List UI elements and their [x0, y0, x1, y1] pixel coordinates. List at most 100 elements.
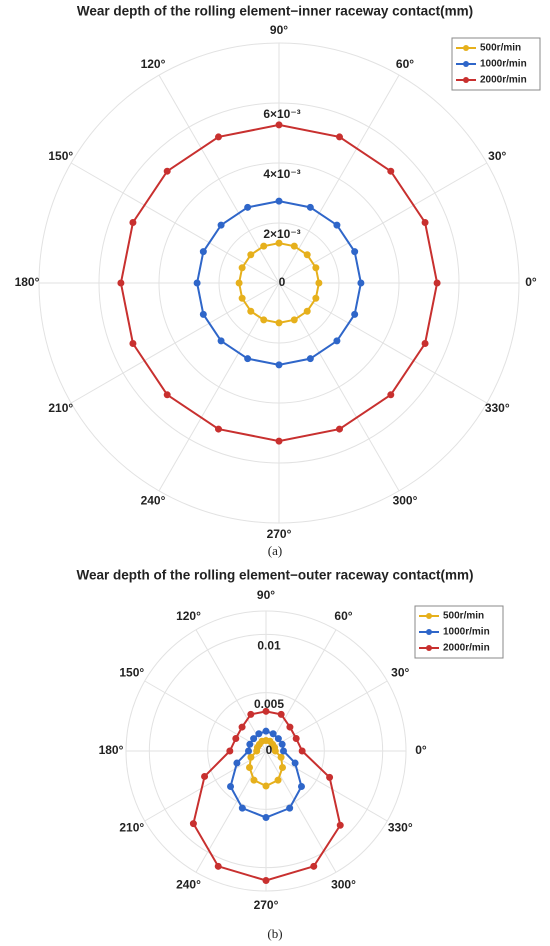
chart-title: Wear depth of the rolling element−inner … — [77, 4, 473, 19]
radial-tick-label: 0.01 — [257, 639, 281, 653]
angle-tick-label: 270° — [254, 898, 279, 912]
angle-grid-line — [195, 750, 267, 873]
data-point — [253, 747, 261, 755]
data-point — [269, 730, 277, 738]
radial-grid-line — [148, 633, 384, 869]
data-point — [199, 310, 207, 318]
data-point — [117, 279, 125, 287]
data-point — [227, 782, 235, 790]
data-point — [262, 877, 270, 884]
angle-tick-label: 330° — [388, 821, 413, 835]
data-point — [275, 239, 283, 247]
legend-label: 2000r/min — [443, 643, 490, 654]
data-point — [246, 740, 254, 748]
data-point — [247, 307, 255, 315]
legend-label: 1000r/min — [443, 627, 490, 638]
data-point — [312, 294, 320, 302]
data-point — [199, 248, 207, 256]
radial-grid-line — [207, 692, 325, 810]
data-point — [214, 862, 222, 870]
data-point — [260, 242, 268, 250]
data-point — [286, 723, 294, 731]
data-point — [193, 279, 201, 287]
angle-tick-label: 60° — [334, 609, 352, 623]
angle-tick-label: 30° — [391, 666, 409, 680]
radial-grid-line — [158, 162, 400, 404]
data-point — [244, 355, 252, 363]
data-point — [247, 251, 255, 259]
angle-tick-label: 150° — [119, 666, 144, 680]
data-point — [232, 734, 240, 742]
angle-tick-label: 90° — [270, 23, 288, 37]
angle-tick-label: 300° — [393, 493, 418, 507]
data-point — [421, 218, 429, 226]
data-point — [351, 248, 359, 256]
data-point — [310, 862, 318, 870]
data-point — [226, 747, 234, 755]
polar-chart: Wear depth of the rolling element−inner … — [15, 4, 541, 558]
angle-tick-label: 60° — [396, 57, 414, 71]
angle-tick-label: 240° — [176, 877, 201, 891]
data-point — [238, 294, 246, 302]
angle-tick-label: 210° — [119, 821, 144, 835]
data-point — [214, 425, 222, 433]
legend-marker — [426, 629, 432, 635]
data-point — [336, 133, 344, 141]
data-point — [214, 133, 222, 141]
angle-tick-label: 180° — [15, 275, 40, 289]
data-point — [290, 242, 298, 250]
polar-chart: Wear depth of the rolling element−outer … — [77, 568, 504, 941]
legend-marker — [426, 645, 432, 651]
data-point — [291, 759, 299, 767]
angle-grid-line — [265, 750, 337, 873]
data-point — [357, 279, 365, 287]
angle-tick-label: 120° — [141, 57, 166, 71]
data-point — [298, 747, 306, 755]
data-point — [163, 391, 171, 399]
angle-tick-label: 270° — [267, 527, 292, 541]
data-point — [260, 316, 268, 324]
data-point — [303, 307, 311, 315]
legend-label: 1000r/min — [480, 59, 527, 70]
angle-tick-label: 330° — [485, 401, 510, 415]
data-point — [312, 264, 320, 272]
legend-label: 500r/min — [480, 43, 521, 54]
data-point — [290, 316, 298, 324]
data-point — [246, 763, 254, 771]
data-point — [421, 340, 429, 348]
legend-label: 2000r/min — [480, 75, 527, 86]
legend-marker — [463, 77, 469, 83]
angle-tick-label: 150° — [48, 149, 73, 163]
data-point — [303, 251, 311, 259]
data-point — [262, 814, 270, 821]
caption: (a) — [268, 543, 282, 558]
data-point — [247, 753, 255, 761]
data-point — [275, 437, 283, 445]
data-point — [244, 203, 252, 211]
data-point — [286, 804, 294, 812]
data-point — [275, 361, 283, 369]
data-point — [387, 167, 395, 175]
data-point — [250, 776, 258, 784]
data-point — [201, 772, 209, 780]
data-point — [333, 221, 341, 229]
data-point — [277, 710, 285, 718]
data-point — [235, 279, 243, 287]
angle-tick-label: 0° — [415, 743, 427, 757]
data-point — [129, 340, 137, 348]
data-point — [336, 821, 344, 829]
data-point — [238, 723, 246, 731]
data-point — [250, 735, 258, 743]
data-point — [306, 355, 314, 363]
legend-marker — [426, 613, 432, 619]
data-point — [274, 776, 282, 784]
radial-tick-label: 0 — [266, 743, 273, 757]
data-point — [245, 747, 252, 755]
angle-tick-label: 30° — [488, 149, 506, 163]
angle-tick-label: 120° — [176, 609, 201, 623]
data-point — [275, 319, 283, 327]
angle-tick-label: 180° — [99, 743, 124, 757]
data-point — [433, 279, 441, 287]
data-point — [292, 734, 300, 742]
